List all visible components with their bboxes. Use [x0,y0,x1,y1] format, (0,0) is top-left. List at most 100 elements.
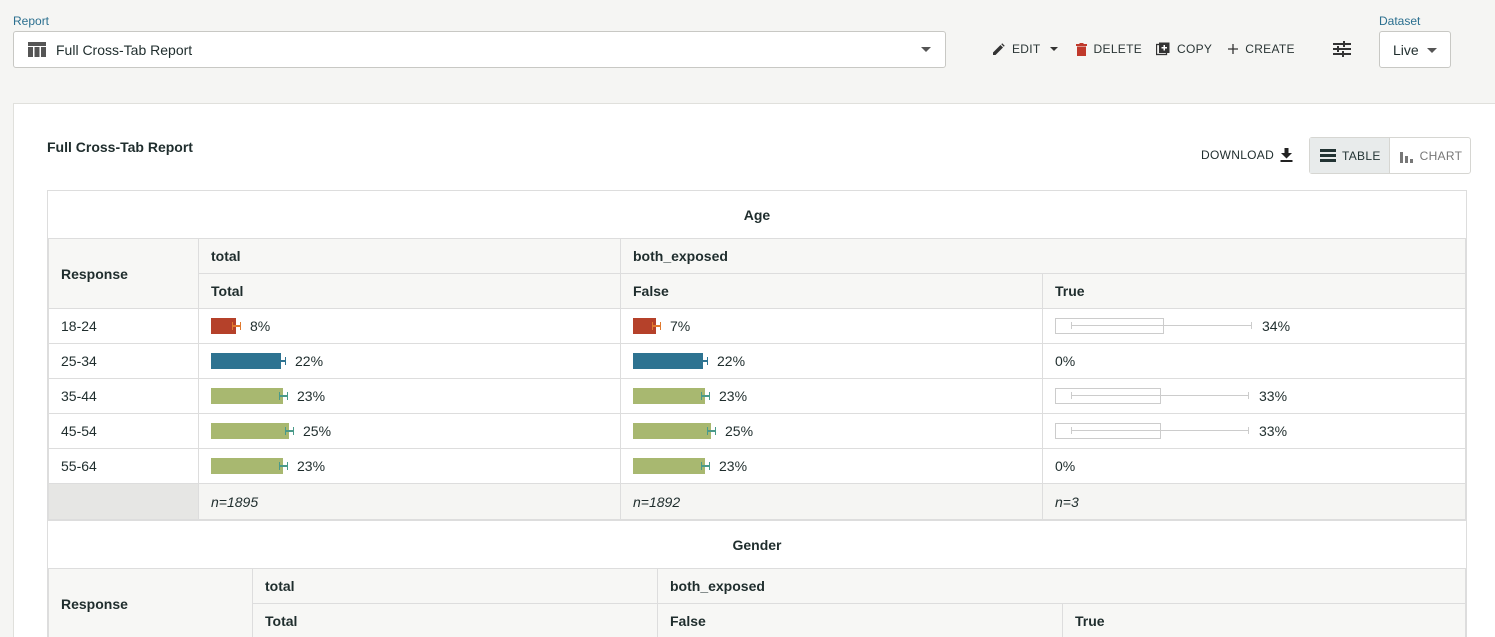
error-bar [707,427,716,435]
bar-cell: 23% [620,378,1043,414]
error-bar [279,462,288,470]
report-label: Report [13,14,50,28]
table-row: 55-64 23% 23% 0% [48,448,1466,484]
age-section: Age Response total both_exposed Total Fa… [47,190,1467,520]
copy-button[interactable]: COPY [1156,42,1212,56]
percent-value: 0% [1055,353,1076,369]
section-title: Gender [48,520,1466,568]
data-bar [1055,388,1161,404]
error-bar [699,357,708,365]
dataset-select[interactable]: Live [1379,31,1451,68]
data-bar [211,388,283,404]
edit-label: EDIT [1012,42,1041,56]
percent-value: 23% [719,388,748,404]
data-bar [633,388,705,404]
bar-cell: 7% [620,308,1043,344]
percent-value: 0% [1055,458,1076,474]
percent-value: 33% [1259,388,1288,404]
table-view-label: TABLE [1342,148,1381,163]
data-bar [633,423,711,439]
dataset-select-value: Live [1393,41,1419,58]
chevron-down-icon[interactable] [1049,47,1058,51]
column-header-total: Total [198,273,621,309]
error-bar [701,462,710,470]
card-title: Full Cross-Tab Report [47,139,193,155]
percent-value: 25% [303,423,332,439]
trash-icon [1075,42,1087,56]
data-bar [633,318,656,334]
n-corner-cell [48,483,199,520]
report-select[interactable]: Full Cross-Tab Report [13,31,946,68]
report-card: Full Cross-Tab Report DOWNLOAD TABLE CHA… [13,103,1495,637]
bar-cell: 0% [1042,448,1466,484]
bar-cell: 22% [198,343,621,379]
row-label: 55-64 [48,448,199,484]
chart-view-button[interactable]: CHART [1388,138,1471,173]
data-bar [633,353,703,369]
error-bar [232,322,241,330]
bar-cell: 8% [198,308,621,344]
row-label: 35-44 [48,378,199,414]
percent-value: 23% [297,458,326,474]
create-button[interactable]: CREATE [1228,42,1295,56]
error-bar [701,392,710,400]
bar-cell: 23% [198,378,621,414]
table-row: 45-54 25% 25% 33% [48,413,1466,449]
column-header-true: True [1062,603,1466,637]
error-bar [652,322,661,330]
group-header-both-exposed: both_exposed [657,568,1466,604]
bar-cell: 0% [1042,343,1466,379]
percent-value: 22% [295,353,324,369]
bar-cell: 34% [1042,308,1466,344]
bar-cell: 23% [620,448,1043,484]
n-count-false: n=1892 [620,483,1043,520]
data-bar [211,458,283,474]
response-header: Response [48,568,253,637]
percent-value: 23% [719,458,748,474]
chart-view-label: CHART [1419,148,1463,163]
data-bar [633,458,705,474]
delete-label: DELETE [1093,42,1143,56]
table-row: 35-44 23% 23% 33% [48,378,1466,414]
error-bar [1071,392,1249,399]
percent-value: 25% [725,423,754,439]
delete-button[interactable]: DELETE [1075,42,1143,56]
table-row: 25-34 22% 22% 0% [48,343,1466,379]
percent-value: 34% [1262,318,1291,334]
bar-cell: 25% [198,413,621,449]
error-bar [279,392,288,400]
section-title: Age [48,190,1466,238]
data-bar [1055,423,1161,439]
bar-chart-icon [1399,151,1413,163]
row-label: 45-54 [48,413,199,449]
data-bar [211,353,281,369]
list-icon [1320,149,1336,162]
bar-cell: 33% [1042,378,1466,414]
tune-icon[interactable] [1333,41,1351,62]
create-label: CREATE [1245,42,1295,56]
response-header: Response [48,238,199,309]
pencil-icon [993,42,1005,55]
edit-button[interactable]: EDIT [992,42,1058,56]
bar-cell: 25% [620,413,1043,449]
column-header-true: True [1042,273,1466,309]
column-header-total: Total [252,603,658,637]
table-row: 18-24 8% 7% 34% [48,308,1466,344]
data-bar [211,423,289,439]
row-label: 18-24 [48,308,199,344]
plus-icon [1228,44,1239,54]
bar-cell: 23% [198,448,621,484]
bar-cell: 33% [1042,413,1466,449]
percent-value: 33% [1259,423,1288,439]
n-count-true: n=3 [1042,483,1466,520]
data-bar [211,318,236,334]
age-table: Response total both_exposed Total False … [48,238,1466,520]
percent-value: 22% [717,353,746,369]
copy-label: COPY [1177,42,1213,56]
table-view-button[interactable]: TABLE [1310,138,1389,173]
download-button[interactable]: DOWNLOAD [1201,148,1293,162]
percent-value: 7% [670,318,691,334]
download-label: DOWNLOAD [1201,148,1275,162]
percent-value: 8% [250,318,271,334]
error-bar [285,427,294,435]
